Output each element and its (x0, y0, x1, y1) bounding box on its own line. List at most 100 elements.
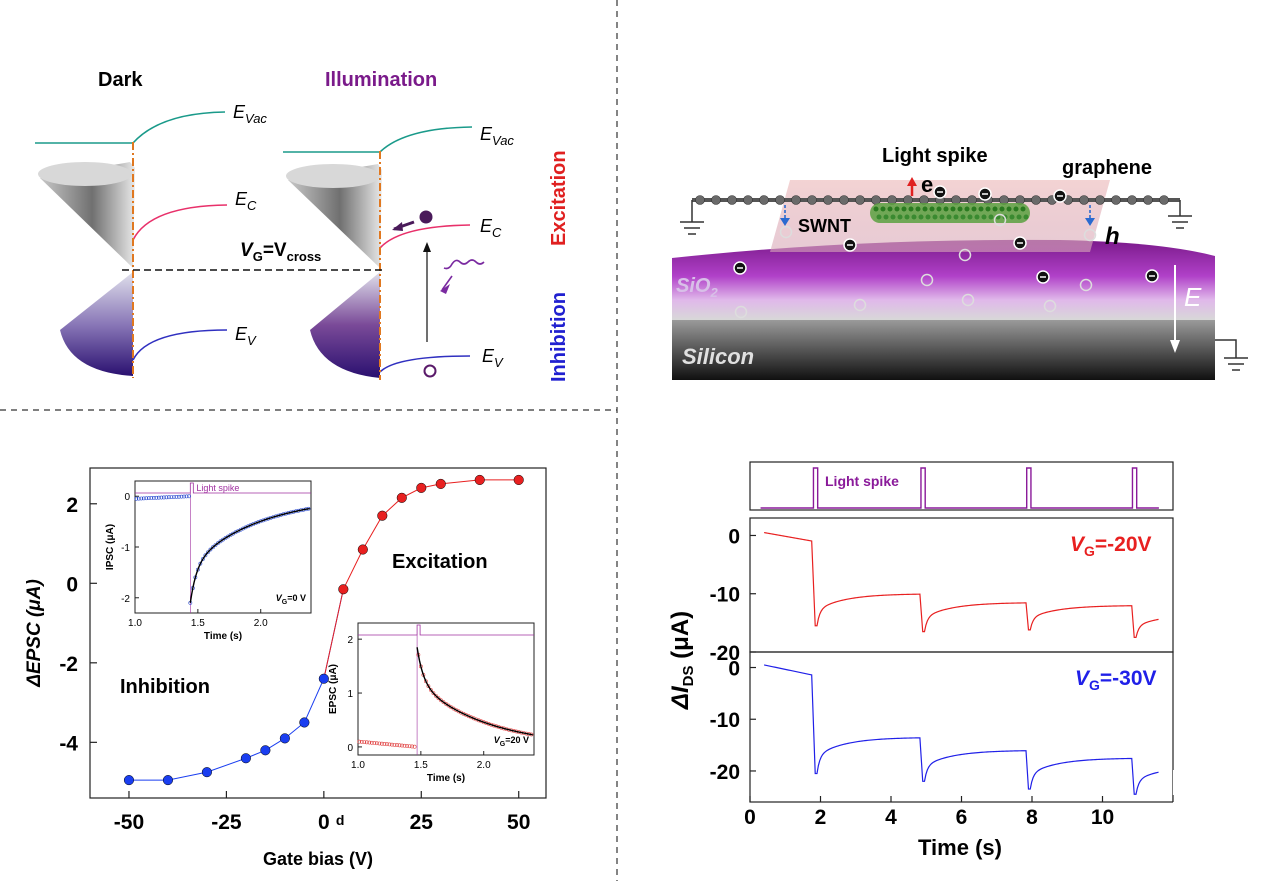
inhibition-side-label: Inhibition (548, 292, 570, 382)
excitation-arrow-head (423, 242, 431, 252)
electron-label: e (921, 172, 933, 197)
photon-wave-icon (443, 259, 485, 270)
inset-y-label: EPSC (μA) (328, 664, 339, 714)
x-tick-label: 0 (318, 811, 330, 834)
inset-spike-label: Light spike (196, 483, 239, 493)
vg-30-label: VG=-30V (1075, 667, 1157, 693)
data-point (260, 745, 271, 756)
inset-data-marker (174, 494, 179, 499)
swnt-atom (936, 206, 942, 212)
swnt-atom (887, 206, 893, 212)
inset-data-marker (177, 494, 181, 499)
data-point (357, 544, 368, 555)
inset-data-marker (156, 495, 161, 500)
inset-data-marker (426, 684, 431, 689)
swnt-atom (985, 206, 991, 212)
inset-data-marker (216, 541, 220, 546)
vacuum-level-illum (283, 126, 473, 153)
vg-20-trace (763, 531, 1159, 639)
inset-data-marker (139, 496, 144, 501)
left-blue-arrow-head (780, 218, 790, 226)
swnt-atom (960, 214, 966, 220)
inset-x-tick-label: 1.0 (351, 760, 365, 771)
graphene-atom (1127, 195, 1137, 205)
epsc-inset-frame (357, 622, 535, 756)
field-arrow-head (1170, 340, 1180, 353)
data-point (416, 482, 427, 493)
graphene-atom (759, 195, 769, 205)
vacuum-level-dark (35, 111, 226, 144)
trapped-charges (733, 185, 1159, 319)
hole-trap (993, 213, 1007, 227)
swnt-atom (999, 206, 1005, 212)
inset-data-marker (141, 496, 146, 501)
graphene-atom (775, 195, 785, 205)
swnt-atom (953, 214, 959, 220)
hole-trap (920, 273, 934, 287)
silicon-label: Silicon (682, 344, 754, 369)
swnt-atom (1013, 206, 1019, 212)
hole-trap (958, 248, 972, 262)
inset-data-marker (179, 494, 184, 499)
inset-y-tick-label: 2 (347, 635, 353, 646)
dark-label: Dark (98, 69, 143, 91)
inset-data-marker (154, 495, 159, 500)
evac-label-illum: EVac (480, 124, 514, 148)
inset-spike-line (135, 482, 311, 494)
graphene-atom (1095, 195, 1105, 205)
spike-trace-label: Light spike (825, 473, 899, 489)
inset-data-marker (407, 744, 412, 749)
inset-x-tick-label: 1.0 (128, 618, 142, 629)
inset-data-marker (144, 496, 149, 501)
inset-data-marker (187, 494, 191, 499)
data-point (123, 775, 135, 786)
vg-20-label: VG=-20V (1070, 533, 1152, 559)
y-tick-label: 0 (728, 525, 740, 548)
hole-marker (423, 364, 437, 378)
swnt-atom (1023, 214, 1029, 220)
graphene-atom (855, 195, 865, 205)
red-electron-arrow-head (907, 177, 917, 186)
valence-band-dark (132, 329, 228, 361)
inset-x-label: Time (s) (427, 773, 465, 784)
x-tick-label: 8 (1026, 806, 1038, 829)
x-tick-label: 6 (956, 806, 968, 829)
inset-data-marker (395, 743, 399, 747)
inset-data-marker (405, 744, 409, 748)
inset-data-marker (208, 547, 213, 552)
inset-data-marker (385, 742, 389, 747)
inset-data-marker (357, 739, 362, 744)
swnt-atom (897, 214, 903, 220)
graphene-atom (1079, 195, 1089, 205)
zero-suffix: d (336, 812, 345, 828)
epsc-axis-label: ΔEPSC (μA) (24, 579, 45, 688)
swnt-atom (894, 206, 900, 212)
swnt-atom (978, 206, 984, 212)
swnt-atom (922, 206, 928, 212)
inset-data-marker (387, 742, 392, 747)
inhibition-annotation: Inhibition (120, 676, 210, 698)
inset-data-marker (397, 743, 402, 748)
y-tick-label: 0 (66, 573, 78, 596)
photon-arrow-stem (441, 275, 453, 291)
swnt-atom (915, 206, 921, 212)
clip-mask (1173, 770, 1270, 840)
y-tick-label: -10 (710, 709, 740, 732)
inset-data-marker (169, 495, 174, 499)
inset-vg-label: VG=0 V (276, 593, 306, 606)
inset-x-tick-label: 1.5 (414, 760, 428, 771)
inset-fit-curve (189, 507, 310, 603)
inset-data-marker (206, 550, 210, 555)
inset-data-marker (359, 739, 364, 744)
graphene-atom (823, 195, 833, 205)
sio2-label: SiO2 (676, 275, 718, 300)
inset-data-marker (382, 742, 387, 746)
inset-x-tick-label: 2.0 (254, 618, 268, 629)
hole-trap (1079, 278, 1093, 292)
inset-data-marker (211, 545, 215, 550)
data-point (396, 492, 407, 503)
inset-y-tick-label: 1 (347, 689, 353, 700)
inset-x-tick-label: 1.5 (191, 618, 205, 629)
inset-data-marker (379, 741, 384, 746)
